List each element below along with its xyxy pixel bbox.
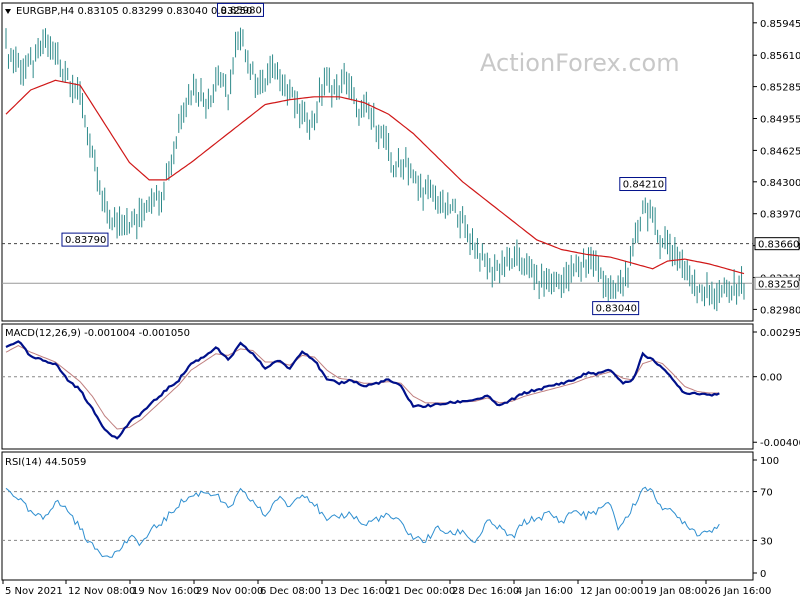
- macd-tick-label: -0.004009: [760, 438, 800, 449]
- level-tag-box: [754, 276, 800, 290]
- annotation-label: 0.84210: [623, 180, 664, 191]
- rsi-levels: [2, 491, 753, 541]
- annotation-box: [216, 2, 264, 17]
- rsi-axis: 100 70 30 0: [753, 456, 779, 580]
- price-pane-frame: [1, 2, 754, 322]
- price-tick-label: 0.84625: [760, 146, 800, 157]
- annotation-box: [61, 232, 109, 247]
- rsi-tick-label: 0: [760, 569, 766, 580]
- macd-title: MACD(12,26,9) -0.001004 -0.001050: [5, 328, 190, 339]
- price-tick-label: 0.85610: [760, 51, 800, 62]
- rsi-line: [5, 486, 720, 558]
- price-axis: 0.85945 0.85610 0.85285 0.84955 0.84625 0.843…: [753, 19, 800, 316]
- time-tick-label: 5 Nov 2021: [5, 586, 63, 597]
- price-annotations: 0.85980 0.83790 0.84210 0.83040: [61, 2, 667, 316]
- moving-average-line: [5, 79, 745, 275]
- price-tick-label: 0.84300: [760, 178, 800, 189]
- annotation-box: [592, 301, 640, 316]
- time-tick-label: 21 Dec 00:00: [388, 586, 455, 597]
- level-tag-label: 0.83660: [758, 240, 799, 251]
- rsi-tick-label: 30: [760, 536, 773, 547]
- macd-main-line: [5, 340, 720, 440]
- macd-pane-frame: [1, 323, 754, 450]
- time-tick-label: 6 Dec 08:00: [260, 586, 321, 597]
- level-tag-label: 0.83250: [758, 279, 799, 290]
- price-bars: [5, 27, 745, 312]
- annotation-box: [619, 177, 667, 192]
- price-tick-label: 0.85945: [760, 19, 800, 30]
- macd-pane: 0.002955 0.00 -0.004009 MACD(12,26,9) -0.0…: [1, 323, 800, 450]
- symbol-info-text: EURGBP,H4 0.83105 0.83299 0.83040 0.8325…: [16, 6, 252, 17]
- symbol-info: EURGBP,H4 0.83105 0.83299 0.83040 0.8325…: [5, 6, 252, 17]
- price-tick-label: 0.83970: [760, 210, 800, 221]
- rsi-title: RSI(14) 44.5059: [5, 457, 86, 468]
- time-tick-label: 12 Jan 00:00: [580, 586, 643, 597]
- annotation-label: 0.83790: [65, 235, 106, 246]
- time-tick-label: 28 Dec 16:00: [452, 586, 519, 597]
- time-tick-label: 26 Jan 16:00: [708, 586, 771, 597]
- time-tick-label: 19 Nov 16:00: [132, 586, 199, 597]
- collapse-triangle-icon[interactable]: [5, 9, 11, 14]
- watermark: ActionForex.com: [480, 49, 680, 77]
- time-tick-label: 29 Nov 00:00: [196, 586, 263, 597]
- rsi-pane-frame: [1, 451, 754, 581]
- price-tick-label: 0.82980: [760, 305, 800, 316]
- time-tick-label: 12 Nov 08:00: [68, 586, 135, 597]
- rsi-tick-label: 70: [760, 488, 773, 499]
- annotation-label: 0.85980: [220, 5, 261, 16]
- macd-tick-label: 0.00: [760, 373, 782, 384]
- time-tick-label: 19 Jan 08:00: [644, 586, 707, 597]
- rsi-pane: 100 70 30 0 RSI(14) 44.5059: [1, 451, 779, 581]
- time-tick-label: 4 Jan 16:00: [516, 586, 573, 597]
- price-tick-label: 0.85285: [760, 83, 800, 94]
- macd-axis: 0.002955 0.00 -0.004009: [753, 328, 800, 449]
- rsi-tick-label: 100: [760, 456, 779, 467]
- price-tick-label: 0.84955: [760, 115, 800, 126]
- level-tag-box: [754, 237, 800, 251]
- annotation-label: 0.83040: [596, 304, 637, 315]
- time-tick-label: 13 Dec 16:00: [324, 586, 391, 597]
- macd-tick-label: 0.002955: [760, 328, 800, 339]
